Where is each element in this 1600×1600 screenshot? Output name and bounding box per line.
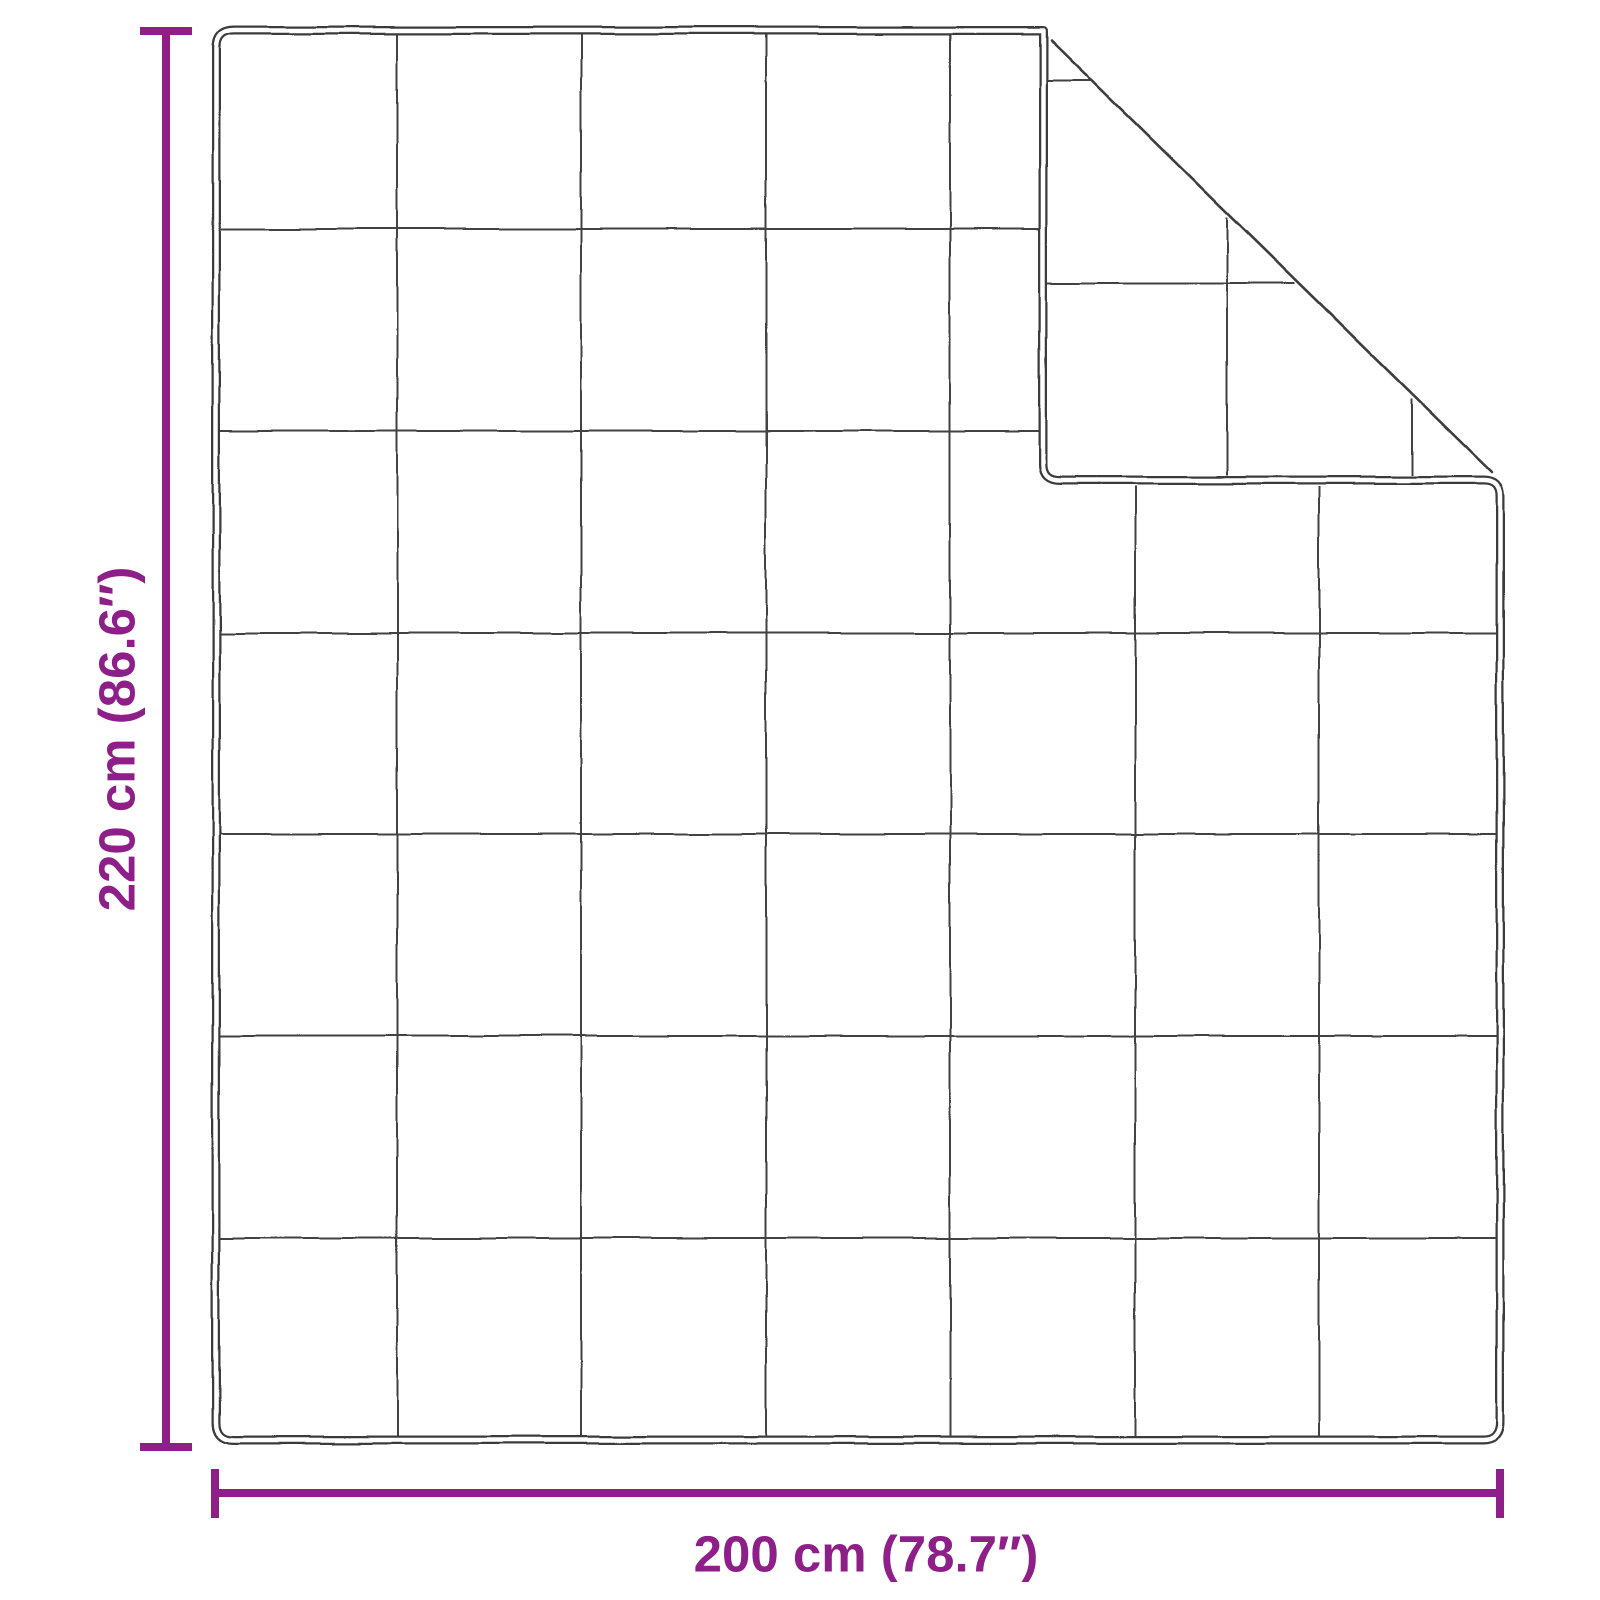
folded-corner-grid — [1047, 79, 1413, 475]
blanket-outline — [211, 25, 1505, 1445]
width-dimension-label: 200 cm (78.7″) — [693, 1525, 1039, 1583]
height-dimension-label: 220 cm (86.6″) — [88, 566, 146, 912]
blanket-drawing — [211, 25, 1505, 1445]
quilt-grid — [220, 34, 1496, 1437]
height-dimension-line — [140, 27, 192, 1451]
width-dimension-line — [211, 1469, 1504, 1518]
fold-crease-line — [1049, 38, 1494, 474]
blanket-hem-line — [213, 27, 1503, 1443]
